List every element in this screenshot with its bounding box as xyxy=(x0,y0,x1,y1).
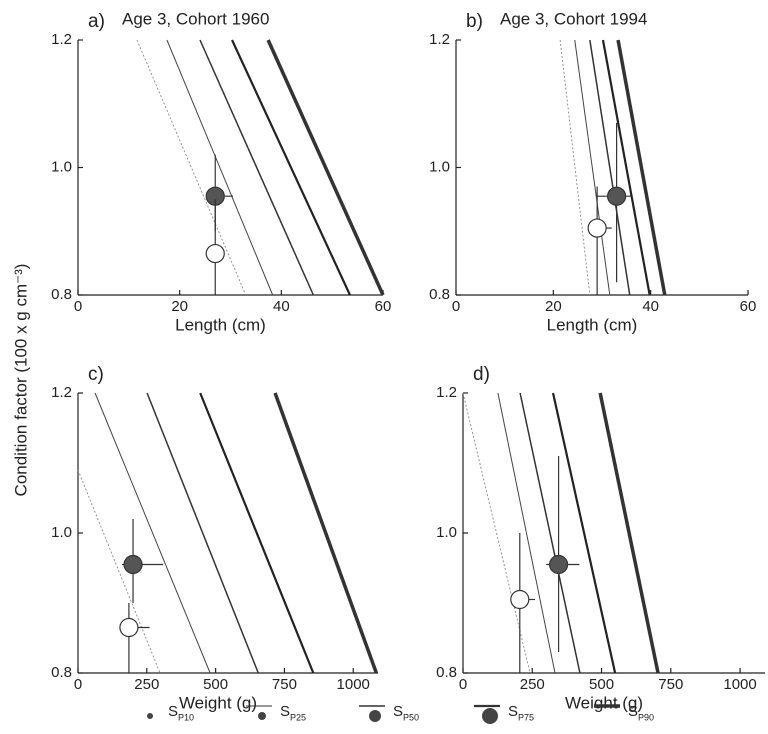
y-axis-label: Condition factor (100 x g cm⁻³) xyxy=(11,264,30,497)
data-point xyxy=(119,617,139,638)
y-tick-label: 1.2 xyxy=(51,31,72,48)
panel-letter: c) xyxy=(88,364,104,385)
legend-symbol: S xyxy=(508,703,518,720)
x-tick-label: 20 xyxy=(171,298,188,315)
y-tick-label: 1.2 xyxy=(436,384,457,401)
x-axis-label: Length (cm) xyxy=(547,315,638,334)
x-tick-label: 0 xyxy=(459,676,467,693)
y-tick-label: 0.8 xyxy=(436,664,457,681)
x-tick-label: 60 xyxy=(375,298,392,315)
x-axis-label: Weight (g) xyxy=(179,693,257,712)
x-tick-label: 500 xyxy=(589,676,614,693)
legend-label: P90 xyxy=(638,712,654,722)
data-point xyxy=(606,186,627,206)
y-tick-label: 0.8 xyxy=(429,286,450,303)
x-tick-label: 20 xyxy=(545,298,562,315)
x-tick-label: 0 xyxy=(452,298,460,315)
y-tick-label: 1.2 xyxy=(51,384,72,401)
percentile-line xyxy=(589,39,631,296)
x-tick-label: 40 xyxy=(273,298,290,315)
percentile-line xyxy=(559,39,591,296)
x-tick-label: 750 xyxy=(272,676,297,693)
percentile-line xyxy=(94,392,211,674)
legend-symbol: S xyxy=(393,703,403,720)
panel-title: Age 3, Cohort 1994 xyxy=(500,9,647,28)
y-tick-label: 0.8 xyxy=(51,664,72,681)
data-point xyxy=(587,218,607,238)
legend-marker xyxy=(369,710,381,722)
legend-label: P50 xyxy=(403,712,419,722)
percentile-line xyxy=(598,392,660,674)
y-tick-label: 1.0 xyxy=(436,524,457,541)
data-point xyxy=(123,554,143,575)
legend-label: P25 xyxy=(290,712,306,722)
x-tick-label: 60 xyxy=(740,298,757,315)
panel-letter: d) xyxy=(473,364,490,385)
y-tick-label: 0.8 xyxy=(51,286,72,303)
legend-symbol: S xyxy=(280,703,290,720)
data-point xyxy=(548,554,569,575)
legend-label: P75 xyxy=(518,712,534,722)
percentile-line xyxy=(231,39,351,296)
y-tick-label: 1.2 xyxy=(429,31,450,48)
percentile-line xyxy=(601,39,651,296)
x-tick-label: 750 xyxy=(658,676,683,693)
percentile-line xyxy=(519,392,581,674)
legend-marker xyxy=(258,712,266,720)
legend-marker xyxy=(147,713,153,719)
panel-title: Age 3, Cohort 1960 xyxy=(122,9,269,28)
legend-symbol: S xyxy=(168,703,178,720)
percentile-line xyxy=(199,392,315,674)
panel-letter: b) xyxy=(466,11,483,32)
x-tick-label: 250 xyxy=(134,676,159,693)
x-axis-label: Weight (g) xyxy=(565,693,643,712)
data-point xyxy=(205,243,225,264)
legend-marker xyxy=(482,708,498,724)
percentile-line xyxy=(77,469,161,674)
x-tick-label: 1000 xyxy=(723,676,756,693)
y-tick-label: 1.0 xyxy=(429,158,450,175)
percentile-line xyxy=(266,39,385,296)
percentile-line xyxy=(497,392,556,674)
percentile-line xyxy=(273,392,378,674)
data-point xyxy=(510,589,530,610)
percentile-line xyxy=(574,39,611,296)
y-tick-label: 1.0 xyxy=(51,524,72,541)
x-tick-label: 1000 xyxy=(337,676,370,693)
x-tick-label: 0 xyxy=(74,676,82,693)
x-tick-label: 40 xyxy=(642,298,659,315)
x-tick-label: 250 xyxy=(520,676,545,693)
percentile-line xyxy=(146,392,259,674)
y-tick-label: 1.0 xyxy=(51,158,72,175)
percentile-line xyxy=(199,39,315,296)
legend-label: P10 xyxy=(178,712,194,722)
percentile-line xyxy=(166,39,274,296)
legend-symbol: S xyxy=(628,703,638,720)
x-axis-label: Length (cm) xyxy=(175,315,266,334)
percentile-line xyxy=(136,39,247,296)
x-tick-label: 500 xyxy=(203,676,228,693)
x-tick-label: 0 xyxy=(74,298,82,315)
panel-letter: a) xyxy=(88,11,105,32)
percentile-line xyxy=(616,39,667,296)
percentile-line xyxy=(551,392,617,674)
